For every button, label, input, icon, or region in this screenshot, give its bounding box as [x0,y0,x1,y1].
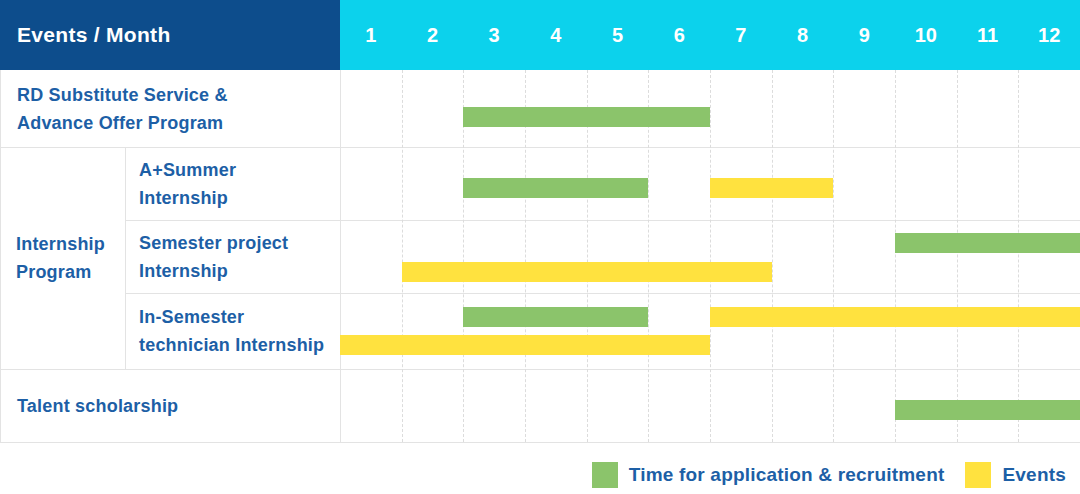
row-label-line: Semester project [139,229,340,257]
legend-label: Events [1002,464,1066,486]
row-label-line: A+Summer [139,156,340,184]
row-label-line: Talent scholarship [17,392,340,420]
month-header-8: 8 [772,0,834,70]
group-label-line: Internship [16,230,125,258]
row-label-rd-substitute: RD Substitute Service & Advance Offer Pr… [0,70,340,147]
row-label-line: RD Substitute Service & [17,81,340,109]
month-header-1: 1 [340,0,402,70]
legend-swatch-event-icon [965,462,991,488]
legend-item-event: Events [965,462,1066,488]
row-label-line: In-Semester [139,303,340,331]
gantt-figure: Events / Month 123456789101112 RD Substi… [0,0,1080,494]
month-gridline [710,70,711,442]
month-header-12: 12 [1018,0,1080,70]
group-label-internship-program: Internship Program [0,147,125,369]
events-month-header-label: Events / Month [17,23,171,47]
application-bar [463,178,648,198]
group-label-line: Program [16,258,125,286]
month-header-10: 10 [895,0,957,70]
row-label-semester-project: Semester project Internship [125,220,340,293]
event-bar [340,335,710,355]
legend-swatch-application-icon [592,462,618,488]
row-label-line: Internship [139,184,340,212]
application-bar [463,307,648,327]
month-header-11: 11 [957,0,1019,70]
application-bar [895,400,1080,420]
row-label-talent-scholarship: Talent scholarship [0,369,340,442]
month-gridline [1018,70,1019,442]
month-header-9: 9 [833,0,895,70]
row-label-line: Internship [139,257,340,285]
month-header-6: 6 [648,0,710,70]
table-bottom-border [0,442,1080,443]
month-header-5: 5 [587,0,649,70]
table-left-border [0,70,1,442]
events-month-header: Events / Month [0,0,340,70]
row-label-line: technician Internship [139,331,340,359]
month-gridline [772,70,773,442]
row-divider [0,369,1080,370]
chart-area-left-border [340,70,341,442]
month-gridline [895,70,896,442]
row-label-a-plus-summer: A+Summer Internship [125,147,340,220]
month-gridline [957,70,958,442]
month-header-7: 7 [710,0,772,70]
row-label-line: Advance Offer Program [17,109,340,137]
row-divider [0,147,1080,148]
legend: Time for application & recruitment Events [592,461,1066,488]
event-bar [402,262,772,282]
row-label-in-semester-technician: In-Semester technician Internship [125,293,340,369]
application-bar [463,107,710,127]
group-column-divider [125,147,126,369]
legend-item-application: Time for application & recruitment [592,462,945,488]
month-header-2: 2 [402,0,464,70]
event-bar [710,307,1080,327]
month-header-3: 3 [463,0,525,70]
month-header-row: 123456789101112 [340,0,1080,70]
row-divider [125,293,1080,294]
month-gridline [833,70,834,442]
application-bar [895,233,1080,253]
month-gridline [402,70,403,442]
legend-label: Time for application & recruitment [629,464,945,486]
month-header-4: 4 [525,0,587,70]
event-bar [710,178,833,198]
row-divider [125,220,1080,221]
